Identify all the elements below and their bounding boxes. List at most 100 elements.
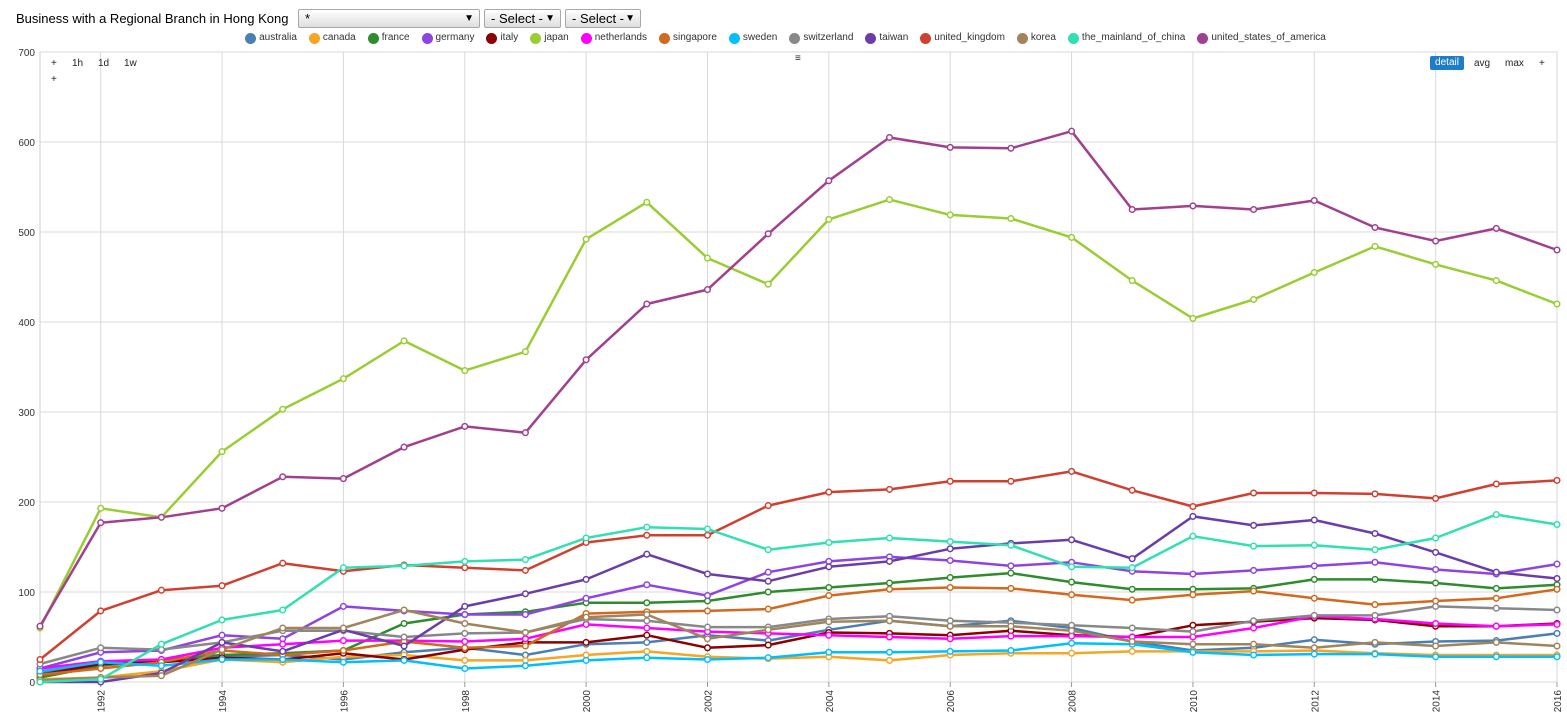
data-point-sweden[interactable] [279, 655, 287, 664]
data-point-taiwan[interactable] [1432, 548, 1440, 556]
data-point-switzerland[interactable] [1432, 602, 1440, 610]
data-point-korea[interactable] [279, 624, 287, 632]
series-line-singapore[interactable] [39, 586, 1558, 677]
data-point-germany[interactable] [1553, 560, 1561, 568]
data-point-united_states_of_america[interactable] [1128, 205, 1136, 214]
data-point-taiwan[interactable] [1189, 512, 1197, 520]
data-point-japan[interactable] [279, 405, 287, 413]
data-point-switzerland[interactable] [703, 623, 712, 631]
data-point-singapore[interactable] [1068, 591, 1076, 599]
data-point-united_states_of_america[interactable] [279, 473, 287, 481]
data-point-japan[interactable] [703, 254, 712, 262]
data-point-netherlands[interactable] [885, 633, 894, 641]
data-point-sweden[interactable] [643, 654, 651, 662]
data-point-sweden[interactable] [521, 662, 529, 670]
data-point-taiwan[interactable] [703, 570, 712, 578]
data-point-italy[interactable] [703, 644, 712, 652]
series-line-switzerland[interactable] [39, 605, 1558, 666]
data-point-japan[interactable] [1007, 214, 1015, 223]
data-point-united_states_of_america[interactable] [643, 300, 651, 308]
data-point-the_mainland_of_china[interactable] [521, 556, 529, 564]
data-point-japan[interactable] [1310, 268, 1318, 277]
data-point-singapore[interactable] [97, 664, 105, 673]
zoom-in-button[interactable]: + [51, 58, 57, 69]
data-point-united_kingdom[interactable] [36, 655, 44, 664]
data-point-united_states_of_america[interactable] [97, 519, 105, 527]
data-point-japan[interactable] [339, 375, 347, 383]
data-point-japan[interactable] [764, 280, 772, 288]
data-point-united_kingdom[interactable] [1068, 467, 1076, 475]
data-point-the_mainland_of_china[interactable] [36, 678, 44, 686]
data-point-singapore[interactable] [521, 642, 529, 650]
data-point-united_states_of_america[interactable] [582, 356, 590, 364]
data-point-the_mainland_of_china[interactable] [764, 546, 772, 554]
data-point-sweden[interactable] [36, 667, 44, 675]
data-point-the_mainland_of_china[interactable] [97, 675, 105, 683]
data-point-switzerland[interactable] [1250, 617, 1258, 625]
data-point-sweden[interactable] [1553, 653, 1561, 661]
data-point-taiwan[interactable] [1128, 555, 1136, 563]
data-point-united_kingdom[interactable] [1432, 494, 1440, 502]
data-point-taiwan[interactable] [1250, 521, 1258, 529]
data-point-the_mainland_of_china[interactable] [1250, 542, 1258, 550]
data-point-united_states_of_america[interactable] [885, 133, 894, 142]
metric-select[interactable]: - Select - ▼ [484, 9, 561, 28]
data-point-japan[interactable] [400, 337, 408, 345]
data-point-australia[interactable] [1310, 636, 1318, 644]
data-point-france[interactable] [885, 579, 894, 587]
menu-icon[interactable]: ≡ [795, 53, 801, 64]
data-point-united_states_of_america[interactable] [825, 177, 833, 185]
data-point-netherlands[interactable] [1553, 620, 1561, 628]
data-point-switzerland[interactable] [1189, 628, 1197, 636]
data-point-united_kingdom[interactable] [825, 488, 833, 496]
data-point-united_kingdom[interactable] [1371, 490, 1379, 498]
data-point-sweden[interactable] [825, 648, 833, 656]
data-point-singapore[interactable] [1250, 587, 1258, 595]
series-line-united_kingdom[interactable] [39, 470, 1558, 661]
data-point-canada[interactable] [461, 656, 469, 664]
data-point-korea[interactable] [764, 626, 772, 634]
data-point-united_states_of_america[interactable] [36, 622, 44, 630]
data-point-the_mainland_of_china[interactable] [339, 564, 347, 572]
data-point-taiwan[interactable] [1553, 574, 1561, 583]
data-point-taiwan[interactable] [218, 638, 226, 646]
data-point-united_kingdom[interactable] [764, 502, 772, 510]
data-point-korea[interactable] [582, 613, 590, 621]
series-line-sweden[interactable] [39, 642, 1557, 673]
data-point-france[interactable] [1432, 579, 1440, 587]
data-point-korea[interactable] [643, 610, 651, 619]
data-point-taiwan[interactable] [946, 545, 954, 553]
data-point-united_states_of_america[interactable] [764, 230, 772, 238]
series-line-the_mainland_of_china[interactable] [39, 513, 1558, 684]
data-point-australia[interactable] [643, 638, 651, 646]
data-point-united_kingdom[interactable] [946, 477, 954, 485]
data-point-the_mainland_of_china[interactable] [1553, 520, 1561, 529]
detail-mode-button[interactable]: detail [1430, 56, 1464, 70]
data-point-japan[interactable] [643, 198, 651, 206]
data-point-the_mainland_of_china[interactable] [1007, 541, 1015, 549]
data-point-sweden[interactable] [461, 664, 469, 673]
data-point-italy[interactable] [1189, 621, 1197, 629]
data-point-germany[interactable] [1189, 570, 1197, 578]
data-point-the_mainland_of_china[interactable] [1432, 534, 1440, 542]
data-point-united_states_of_america[interactable] [157, 513, 165, 521]
data-point-sweden[interactable] [582, 656, 590, 664]
data-point-united_kingdom[interactable] [218, 582, 226, 590]
data-point-australia[interactable] [1553, 629, 1561, 637]
data-point-united_kingdom[interactable] [1310, 489, 1318, 497]
data-point-united_kingdom[interactable] [1250, 489, 1258, 497]
data-point-korea[interactable] [703, 635, 712, 643]
avg-mode-button[interactable]: avg [1474, 58, 1491, 69]
data-point-united_kingdom[interactable] [521, 566, 529, 574]
data-point-united_states_of_america[interactable] [218, 504, 226, 512]
data-point-korea[interactable] [521, 628, 529, 637]
data-point-switzerland[interactable] [1310, 611, 1318, 619]
data-point-united_kingdom[interactable] [157, 586, 165, 594]
data-point-korea[interactable] [946, 622, 954, 630]
data-point-united_states_of_america[interactable] [1068, 127, 1076, 135]
data-point-united_states_of_america[interactable] [400, 443, 408, 451]
data-point-korea[interactable] [1128, 637, 1136, 646]
data-point-korea[interactable] [1371, 638, 1379, 646]
data-point-france[interactable] [1007, 569, 1015, 577]
series-line-taiwan[interactable] [40, 515, 1558, 684]
